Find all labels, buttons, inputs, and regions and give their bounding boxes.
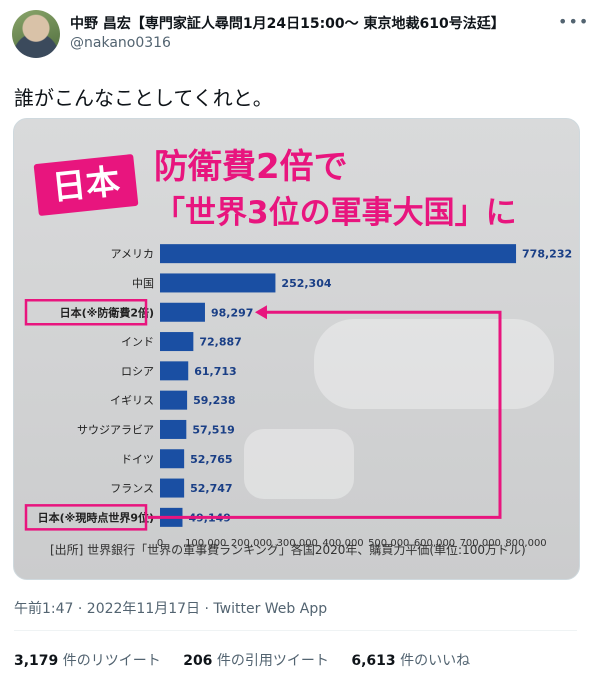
divider: [14, 630, 577, 631]
x-tick-label: 700,000: [460, 538, 501, 549]
value-label: 59,238: [193, 394, 235, 407]
category-label: 日本(※現時点世界9位): [38, 510, 154, 524]
bar: [160, 478, 185, 498]
bar: [160, 361, 189, 381]
highlight-box: [24, 299, 148, 326]
category-label: 中国: [132, 277, 154, 290]
value-label: 252,304: [281, 277, 331, 290]
value-label: 72,887: [199, 336, 241, 349]
value-label: 778,232: [522, 248, 572, 261]
x-tick-label: 0: [157, 538, 163, 549]
x-tick-label: 800,000: [505, 538, 546, 549]
x-tick-label: 400,000: [322, 538, 363, 549]
tweet-text: 誰がこんなことしてくれと。: [14, 86, 273, 110]
background-vehicle-shape: [244, 429, 354, 499]
category-label: インド: [121, 336, 154, 349]
value-label: 52,765: [190, 453, 232, 466]
bar: [160, 244, 517, 264]
author-name[interactable]: 中野 昌宏【専門家証人尋問1月24日15:00〜 東京地裁610号法廷】: [70, 16, 505, 32]
category-label: サウジアラビア: [77, 423, 154, 436]
bar: [160, 390, 188, 410]
x-tick-label: 600,000: [414, 538, 455, 549]
avatar[interactable]: [12, 10, 60, 58]
tweet-image[interactable]: 日本 防衛費2倍で 「世界3位の軍事大国」に アメリカ 778,232 中国 252,…: [13, 118, 580, 580]
x-tick-label: 200,000: [231, 538, 272, 549]
headline-1: 防衛費2倍で: [154, 147, 348, 187]
quotes-stat[interactable]: 206 件の引用ツイート: [183, 653, 329, 669]
connector-line: [148, 310, 502, 519]
x-tick-label: 500,000: [368, 538, 409, 549]
category-label: アメリカ: [111, 248, 154, 261]
arrow-head: [254, 305, 267, 320]
chart-source: [出所] 世界銀行「世界の軍事費ランキング」各国2020年、購買力平価(単位:1…: [50, 543, 526, 557]
likes-stat[interactable]: 6,613 件のいいね: [351, 653, 471, 669]
bar: [160, 302, 205, 322]
highlight-box: [24, 504, 148, 531]
tweet-stats: 3,179 件のリツイート 206 件の引用ツイート 6,613 件のいいね: [14, 650, 488, 670]
x-tick-label: 300,000: [277, 538, 318, 549]
x-tick-label: 100,000: [185, 538, 226, 549]
value-label: 61,713: [194, 365, 236, 378]
tweet-timestamp[interactable]: 午前1:47 · 2022年11月17日 · Twitter Web App: [14, 601, 328, 617]
value-label: 57,519: [192, 423, 234, 436]
category-label: 日本(※防衛費2倍): [60, 305, 154, 319]
bar: [160, 332, 194, 352]
category-label: ドイツ: [121, 453, 154, 466]
bar: [160, 449, 185, 469]
more-icon[interactable]: •••: [558, 12, 590, 31]
category-label: イギリス: [110, 394, 154, 407]
headline-2: 「世界3位の軍事大国」に: [154, 195, 517, 231]
background-tank-shape: [314, 319, 554, 409]
bar-chart: アメリカ 778,232 中国 252,304 日本(※防衛費2倍) 98,297 インド 7…: [24, 244, 572, 549]
author-handle[interactable]: @nakano0316: [70, 35, 171, 51]
category-label: ロシア: [121, 365, 154, 378]
value-label: 52,747: [190, 482, 232, 495]
bar: [160, 419, 187, 439]
bar: [160, 273, 276, 293]
retweets-stat[interactable]: 3,179 件のリツイート: [14, 653, 161, 669]
category-label: フランス: [110, 482, 154, 495]
value-label: 98,297: [211, 306, 253, 319]
